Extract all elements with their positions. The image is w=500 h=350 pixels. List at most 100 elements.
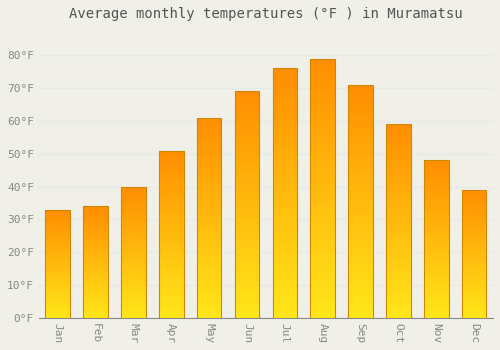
Bar [462, 246, 486, 249]
Bar [84, 296, 108, 298]
Bar [272, 138, 297, 143]
Bar [272, 163, 297, 168]
Bar [197, 158, 222, 162]
Bar [386, 272, 410, 275]
Bar [424, 299, 448, 302]
Bar [462, 303, 486, 305]
Bar [386, 171, 410, 175]
Bar [424, 245, 448, 248]
Bar [84, 206, 108, 318]
Bar [46, 288, 70, 290]
Bar [310, 147, 335, 152]
Bar [197, 130, 222, 134]
Bar [46, 292, 70, 294]
Bar [121, 289, 146, 292]
Bar [386, 151, 410, 155]
Bar [197, 154, 222, 158]
Bar [159, 238, 184, 241]
Bar [121, 300, 146, 302]
Bar [197, 202, 222, 206]
Bar [84, 275, 108, 278]
Bar [348, 160, 373, 164]
Bar [84, 235, 108, 238]
Bar [310, 287, 335, 292]
Bar [348, 239, 373, 243]
Bar [272, 253, 297, 258]
Bar [234, 114, 260, 119]
Bar [462, 208, 486, 210]
Bar [272, 198, 297, 203]
Bar [46, 309, 70, 312]
Bar [121, 297, 146, 300]
Bar [197, 302, 222, 306]
Bar [272, 173, 297, 178]
Bar [348, 215, 373, 220]
Bar [121, 281, 146, 284]
Bar [272, 128, 297, 133]
Bar [84, 229, 108, 231]
Bar [348, 248, 373, 253]
Bar [272, 158, 297, 163]
Bar [234, 218, 260, 223]
Bar [46, 253, 70, 255]
Bar [310, 245, 335, 251]
Bar [234, 91, 260, 96]
Bar [424, 214, 448, 217]
Bar [121, 279, 146, 281]
Bar [386, 225, 410, 229]
Bar [462, 300, 486, 303]
Bar [121, 195, 146, 197]
Bar [348, 285, 373, 290]
Bar [46, 246, 70, 248]
Bar [310, 121, 335, 126]
Bar [197, 142, 222, 146]
Bar [272, 218, 297, 223]
Bar [234, 295, 260, 300]
Bar [348, 85, 373, 90]
Bar [121, 216, 146, 218]
Bar [197, 162, 222, 166]
Bar [121, 294, 146, 297]
Bar [234, 141, 260, 146]
Bar [348, 262, 373, 267]
Bar [386, 310, 410, 314]
Bar [462, 280, 486, 282]
Bar [386, 124, 410, 128]
Bar [46, 248, 70, 251]
Bar [197, 226, 222, 230]
Bar [424, 312, 448, 315]
Bar [121, 315, 146, 318]
Bar [46, 210, 70, 212]
Bar [424, 271, 448, 274]
Bar [310, 219, 335, 225]
Bar [386, 248, 410, 252]
Bar [310, 282, 335, 287]
Bar [272, 168, 297, 173]
Bar [84, 282, 108, 285]
Bar [386, 287, 410, 291]
Bar [462, 251, 486, 254]
Bar [197, 298, 222, 302]
Bar [46, 216, 70, 218]
Bar [310, 58, 335, 318]
Bar [386, 260, 410, 264]
Bar [197, 258, 222, 262]
Bar [348, 113, 373, 118]
Bar [121, 202, 146, 205]
Bar [234, 214, 260, 218]
Bar [46, 270, 70, 272]
Bar [159, 304, 184, 308]
Bar [197, 214, 222, 218]
Bar [386, 155, 410, 159]
Bar [386, 256, 410, 260]
Bar [197, 282, 222, 286]
Bar [310, 188, 335, 194]
Bar [424, 217, 448, 220]
Bar [84, 278, 108, 280]
Bar [234, 223, 260, 228]
Bar [234, 309, 260, 313]
Bar [46, 296, 70, 299]
Bar [348, 281, 373, 285]
Bar [234, 168, 260, 173]
Bar [310, 183, 335, 188]
